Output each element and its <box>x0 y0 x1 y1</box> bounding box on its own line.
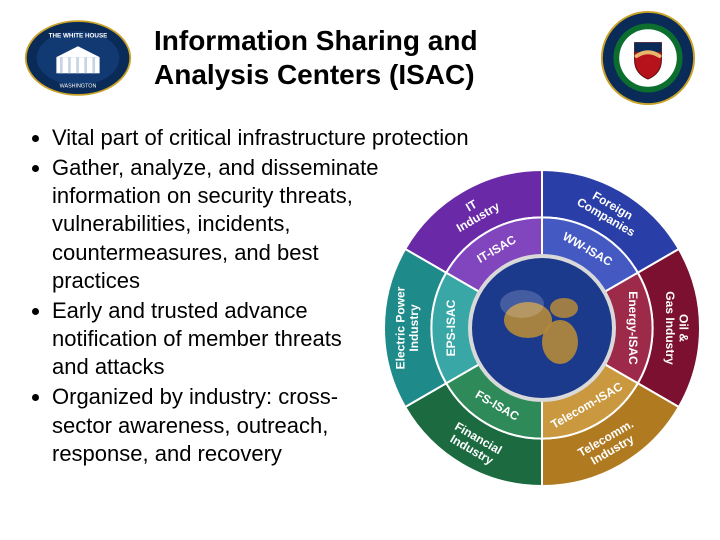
svg-text:EPS-ISAC: EPS-ISAC <box>444 299 458 356</box>
nipc-seal-icon <box>600 10 696 106</box>
svg-text:THE WHITE HOUSE: THE WHITE HOUSE <box>49 32 108 39</box>
white-house-seal-icon: THE WHITE HOUSE WASHINGTON <box>24 19 132 97</box>
slide-header: THE WHITE HOUSE WASHINGTON Information Sh… <box>24 10 696 106</box>
bullet-item: Organized by industry: cross-sector awar… <box>52 383 382 467</box>
bullet-item: Vital part of critical infrastructure pr… <box>52 124 696 152</box>
svg-text:WASHINGTON: WASHINGTON <box>60 84 97 90</box>
slide-title: Information Sharing and Analysis Centers… <box>154 24 586 91</box>
isac-wheel-chart: ITIndustryIT-ISACForeignCompaniesWW-ISAC… <box>382 168 702 488</box>
svg-text:Energy-ISAC: Energy-ISAC <box>626 291 640 365</box>
slide-content: Vital part of critical infrastructure pr… <box>24 124 696 468</box>
bullet-item: Gather, analyze, and disseminate informa… <box>52 154 382 295</box>
slide: THE WHITE HOUSE WASHINGTON Information Sh… <box>0 0 720 540</box>
bullet-item: Early and trusted advance notification o… <box>52 297 382 381</box>
title-block: Information Sharing and Analysis Centers… <box>146 24 586 91</box>
